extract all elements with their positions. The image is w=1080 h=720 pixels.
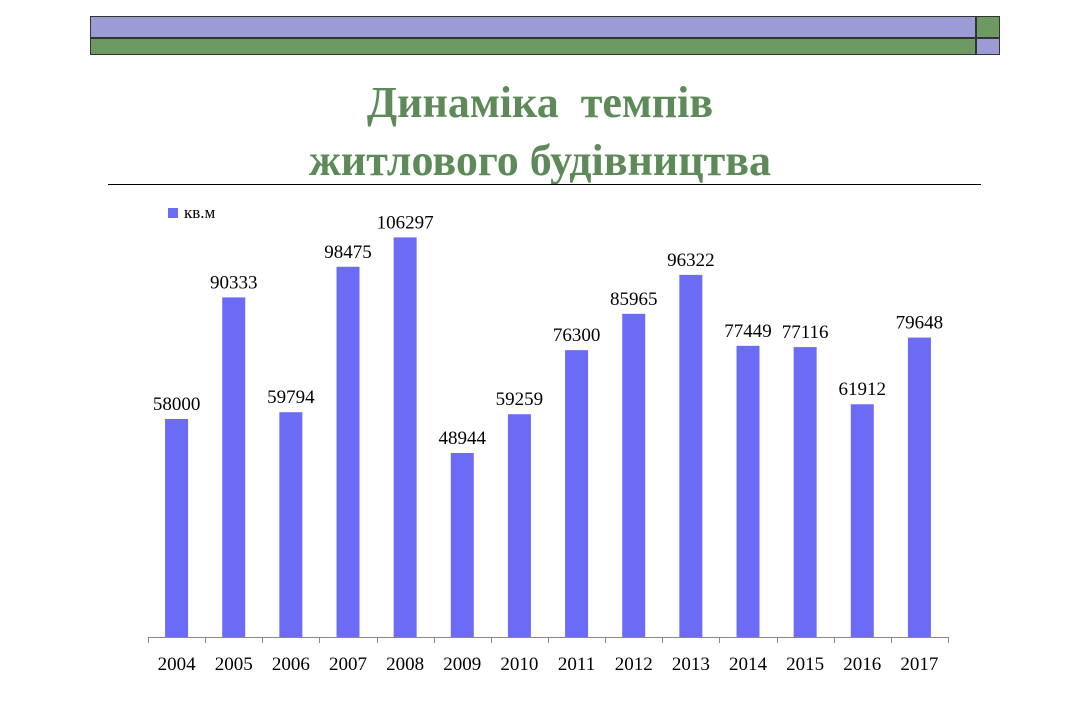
x-tick-label: 2004 xyxy=(158,654,197,675)
x-tick-label: 2009 xyxy=(443,654,481,675)
legend-swatch xyxy=(168,208,178,218)
data-label: 79648 xyxy=(896,313,944,334)
bar xyxy=(736,345,760,637)
x-tick-label: 2016 xyxy=(843,654,881,675)
x-tick-label: 2006 xyxy=(272,654,310,675)
x-tick-label: 2013 xyxy=(672,654,710,675)
header-decor-band xyxy=(90,16,1002,56)
title-underline xyxy=(108,184,981,185)
x-tick-label: 2014 xyxy=(729,654,768,675)
data-label: 90333 xyxy=(210,272,258,293)
data-label: 59794 xyxy=(267,387,315,408)
data-label: 59259 xyxy=(496,389,544,410)
bar xyxy=(565,350,589,637)
x-tick-label: 2008 xyxy=(386,654,424,675)
bar xyxy=(507,414,531,637)
band-bottom-right xyxy=(976,38,1000,55)
bar xyxy=(279,412,303,637)
data-label: 76300 xyxy=(553,325,601,346)
bar xyxy=(907,337,931,637)
data-label: 58000 xyxy=(153,394,201,415)
x-tick-label: 2012 xyxy=(615,654,653,675)
bar xyxy=(393,237,417,638)
band-top-right xyxy=(976,16,1000,38)
data-label: 61912 xyxy=(839,379,887,400)
title-line-2: житлового будівництва xyxy=(309,136,771,185)
chart-legend: кв.м xyxy=(168,203,215,223)
data-label: 77449 xyxy=(724,321,772,342)
x-tick-label: 2007 xyxy=(329,654,367,675)
bar xyxy=(450,453,474,637)
bar xyxy=(850,404,874,637)
x-tick-label: 2015 xyxy=(786,654,824,675)
x-tick-label: 2011 xyxy=(558,654,595,675)
legend-label: кв.м xyxy=(184,203,216,222)
band-top-left xyxy=(90,16,976,38)
data-label: 98475 xyxy=(324,242,372,263)
x-tick-label: 2017 xyxy=(900,654,938,675)
bar xyxy=(222,297,246,637)
data-label: 77116 xyxy=(782,322,829,343)
data-label: 48944 xyxy=(439,428,487,449)
data-label: 96322 xyxy=(667,250,715,271)
band-bottom-left xyxy=(90,38,976,55)
bar xyxy=(165,418,189,637)
slide-title: Динаміка темпів житлового будівництва xyxy=(0,74,1080,190)
title-line-1: Динаміка темпів xyxy=(366,78,714,127)
data-label: 106297 xyxy=(377,212,434,233)
data-label: 85965 xyxy=(610,289,658,310)
x-tick-label: 2005 xyxy=(215,654,253,675)
bar xyxy=(622,313,646,637)
bar xyxy=(679,274,703,637)
bar xyxy=(336,266,360,637)
bar xyxy=(793,347,817,637)
x-tick-label: 2010 xyxy=(500,654,538,675)
